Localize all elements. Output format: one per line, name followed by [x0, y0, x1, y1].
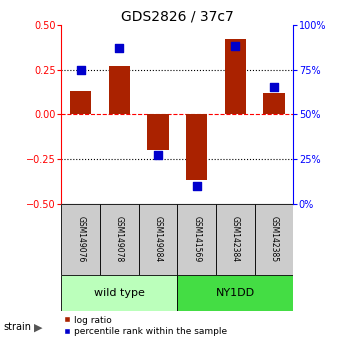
Point [233, 44, 238, 49]
Point [78, 67, 84, 72]
Bar [139, 204, 177, 275]
Text: GSM149084: GSM149084 [153, 216, 163, 263]
Legend: log ratio, percentile rank within the sample: log ratio, percentile rank within the sa… [63, 316, 227, 336]
Bar [263, 93, 284, 114]
Bar [61, 204, 100, 275]
Text: NY1DD: NY1DD [216, 288, 255, 298]
Text: GSM142385: GSM142385 [269, 217, 279, 263]
Point [155, 153, 161, 158]
Text: strain: strain [3, 322, 31, 332]
Bar [225, 39, 246, 114]
Text: wild type: wild type [94, 288, 145, 298]
Title: GDS2826 / 37c7: GDS2826 / 37c7 [121, 10, 234, 24]
Bar [109, 66, 130, 114]
Bar [100, 204, 139, 275]
Bar [177, 275, 293, 311]
Point [117, 45, 122, 51]
Point [194, 183, 199, 189]
Bar [186, 114, 207, 181]
Point [271, 85, 277, 90]
Bar [61, 275, 177, 311]
Bar [255, 204, 293, 275]
Text: ▶: ▶ [34, 322, 43, 332]
Text: GSM142384: GSM142384 [231, 217, 240, 263]
Bar [216, 204, 255, 275]
Text: GSM149076: GSM149076 [76, 216, 85, 263]
Text: GSM149078: GSM149078 [115, 216, 124, 263]
Bar [70, 91, 91, 114]
Bar [177, 204, 216, 275]
Text: GSM141569: GSM141569 [192, 216, 201, 263]
Bar [147, 114, 168, 150]
